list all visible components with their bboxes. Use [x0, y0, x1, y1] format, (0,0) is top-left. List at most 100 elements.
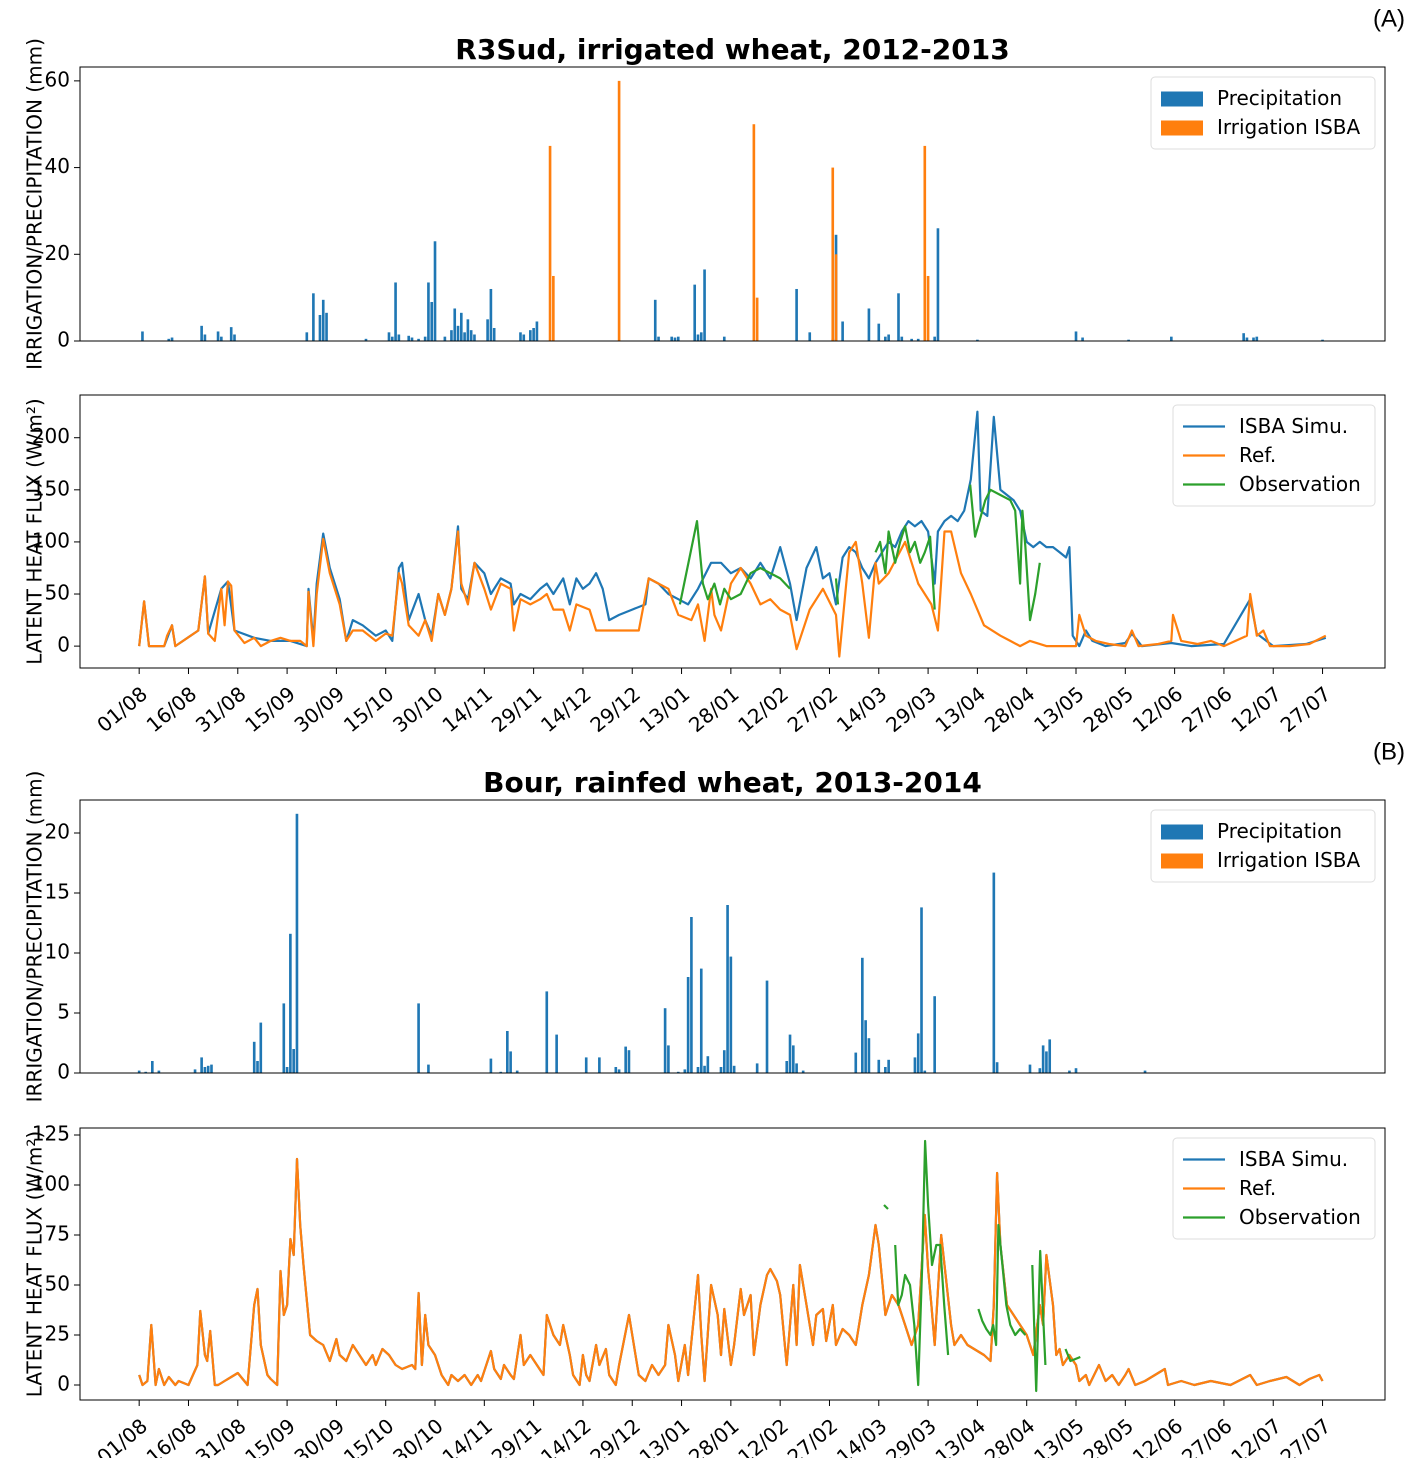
y-tick-label: 40	[45, 154, 70, 178]
bar	[667, 1045, 670, 1073]
bar	[617, 80, 621, 341]
bar	[923, 145, 927, 341]
bar	[887, 334, 890, 341]
bar	[492, 327, 496, 341]
bar	[1045, 1051, 1048, 1073]
y-tick-label: 100	[32, 1172, 70, 1196]
y-axis-label: IRRIGATION/PRECIPITATION (mm)	[23, 38, 47, 370]
legend-box	[1150, 809, 1376, 883]
bar	[321, 299, 325, 341]
bar	[318, 314, 322, 341]
bar	[1255, 336, 1259, 341]
bar	[407, 335, 411, 341]
bar	[624, 1046, 627, 1073]
bar	[657, 336, 660, 341]
bar	[706, 1056, 710, 1073]
bar	[220, 336, 223, 341]
bar	[867, 308, 871, 341]
bar	[867, 1038, 871, 1073]
x-tick-label: 14/11	[437, 682, 497, 737]
y-tick-label: 125	[32, 1122, 70, 1146]
x-tick-label: 27/07	[1276, 1414, 1336, 1458]
bar	[670, 336, 674, 341]
bar	[364, 338, 368, 341]
legend-swatch	[1161, 853, 1203, 869]
bar	[673, 337, 677, 341]
bar	[433, 241, 437, 341]
x-tick-label: 29/11	[487, 682, 547, 737]
legend-swatch	[1161, 824, 1203, 840]
series-line	[138, 530, 1327, 658]
legend-label: Precipitation	[1217, 819, 1342, 843]
bar	[841, 321, 844, 341]
x-tick-label: 27/06	[1177, 682, 1237, 737]
bar	[1074, 1068, 1078, 1073]
bar	[515, 1070, 519, 1073]
bar	[653, 299, 657, 341]
legend-label: Observation	[1239, 1205, 1361, 1229]
plot-frame	[79, 394, 1386, 669]
bar	[443, 336, 447, 341]
plot-frame	[79, 66, 1386, 342]
bar	[719, 1067, 723, 1073]
bar	[167, 338, 171, 341]
bar	[699, 332, 703, 341]
bar	[529, 330, 532, 341]
y-axis-label: IRRIGATION/PRECIPITATION (mm)	[23, 771, 47, 1103]
legend-label: Precipitation	[1217, 86, 1342, 110]
legend-box	[1172, 1137, 1376, 1240]
y-tick-label: 60	[45, 67, 70, 91]
series-line	[138, 410, 1327, 648]
bar	[795, 1063, 798, 1073]
legend-box	[1172, 404, 1376, 507]
bar	[555, 1034, 558, 1073]
y-tick-label: 100	[32, 528, 70, 552]
bar	[427, 1064, 430, 1073]
bar	[920, 907, 923, 1073]
bar	[1028, 1064, 1032, 1073]
bar	[535, 321, 539, 341]
series-line	[138, 1157, 1324, 1387]
x-tick-label: 29/12	[585, 682, 645, 737]
bar	[913, 1057, 917, 1073]
bar	[765, 980, 769, 1073]
x-tick-label: 14/03	[832, 682, 892, 737]
x-tick-label: 31/08	[191, 682, 251, 737]
bar	[686, 977, 690, 1073]
bar	[394, 282, 397, 341]
x-tick-label: 15/10	[339, 682, 399, 737]
legend-label: Ref.	[1239, 1176, 1276, 1200]
bar	[926, 275, 930, 341]
bar	[519, 332, 522, 341]
bar	[877, 323, 881, 341]
bar	[755, 1063, 759, 1073]
bar	[410, 337, 414, 341]
bar	[916, 338, 920, 341]
bar	[305, 332, 309, 341]
x-tick-label: 12/02	[733, 682, 793, 737]
bar	[256, 1061, 259, 1073]
bar	[864, 1020, 867, 1073]
x-tick-label: 12/07	[1226, 682, 1286, 737]
bar	[423, 336, 427, 341]
x-tick-label: 30/10	[388, 682, 448, 737]
bar	[325, 312, 328, 341]
bar	[663, 1008, 667, 1073]
bar	[936, 228, 940, 341]
bar	[1245, 337, 1249, 341]
bar	[210, 1064, 213, 1073]
series-line	[678, 484, 1041, 622]
bar	[456, 325, 460, 341]
x-tick-label: 14/12	[536, 682, 596, 737]
bar	[387, 332, 391, 341]
x-tick-label: 28/01	[684, 682, 744, 737]
y-tick-label: 0	[57, 328, 70, 352]
bar	[676, 336, 680, 341]
bar	[1321, 339, 1324, 341]
bar	[703, 1065, 706, 1073]
bar	[453, 308, 457, 341]
bar	[1252, 337, 1255, 341]
bar	[295, 813, 299, 1073]
bar	[884, 336, 887, 341]
bar	[699, 968, 703, 1073]
